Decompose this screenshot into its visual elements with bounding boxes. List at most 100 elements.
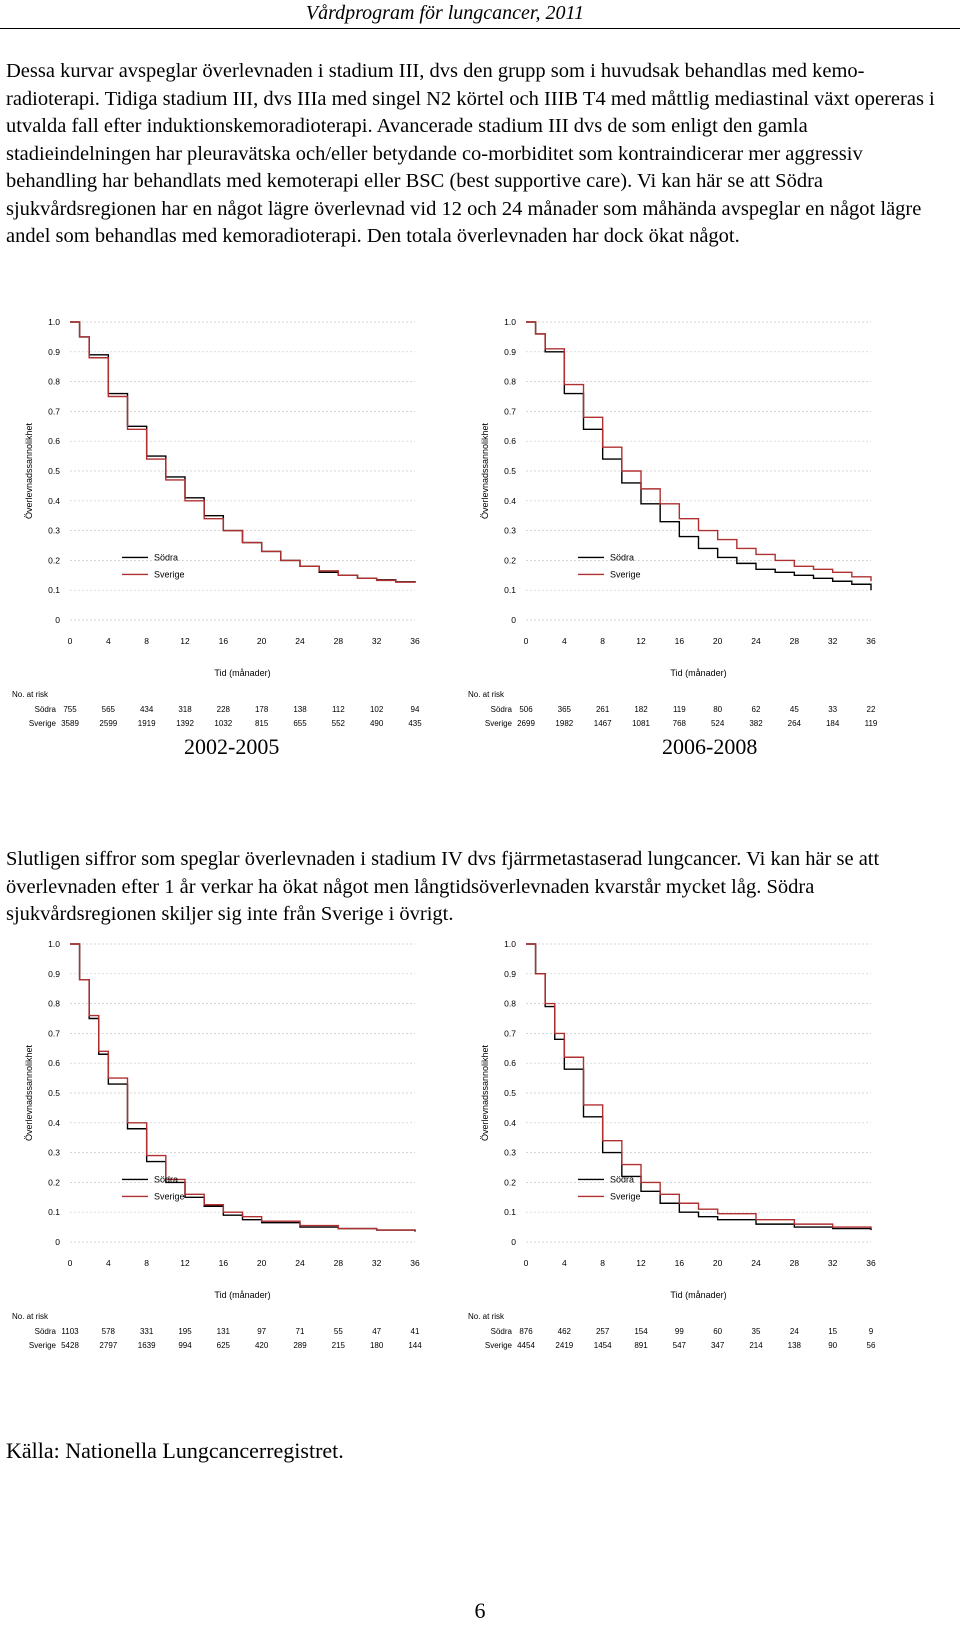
y-tick-label: 0.1: [48, 1207, 60, 1217]
series-line-sodra: [526, 321, 872, 591]
y-tick-label: 0.4: [504, 1118, 516, 1128]
y-tick-label: 0.7: [48, 1028, 60, 1038]
x-tick-label: 28: [790, 1258, 800, 1268]
header-title: Vårdprogram för lungcancer, 2011: [305, 2, 584, 24]
risk-table-title: No. at risk: [12, 690, 49, 699]
survival-chart-stage4-left: 0 0.1 0.2 0.3 0.4 0.5 0.6 0.7 0.8 0.9 1.0 0 4 8 12 16 20…: [10, 938, 450, 1368]
x-tick-label: 4: [106, 636, 111, 646]
risk-value: 382: [749, 719, 763, 728]
y-tick-label: 0.2: [504, 1177, 516, 1187]
risk-row-label: Sverige: [485, 1341, 513, 1350]
y-tick-label: 1.0: [48, 317, 60, 327]
x-tick-label: 24: [751, 636, 761, 646]
y-axis-label: Överlevnadssannolikhet: [480, 422, 490, 519]
y-tick-label: 1.0: [48, 939, 60, 949]
x-tick-label: 4: [562, 636, 567, 646]
series-line-sodra: [70, 943, 416, 1232]
x-tick-label: 20: [257, 1258, 267, 1268]
risk-value: 524: [711, 719, 725, 728]
risk-value: 434: [140, 705, 154, 714]
y-tick-label: 0.9: [504, 969, 516, 979]
x-tick-label: 32: [828, 636, 838, 646]
y-tick-label: 0.5: [504, 466, 516, 476]
risk-value: 655: [293, 719, 307, 728]
paragraph-stage-iii: Dessa kurvar avspeglar överlevnaden i st…: [6, 60, 935, 247]
y-tick-label: 0.6: [48, 1058, 60, 1068]
period-label-2006-2008: 2006-2008: [662, 734, 758, 759]
risk-value: 119: [865, 719, 878, 728]
risk-value: 420: [255, 1341, 269, 1350]
chart-svg: 0 0.1 0.2 0.3 0.4 0.5 0.6 0.7 0.8 0.9 1.0 0 4 8 12 16 20…: [468, 939, 876, 1350]
y-tick-label: 0.9: [48, 969, 60, 979]
risk-value: 15: [828, 1327, 837, 1336]
y-tick-label: 1.0: [504, 939, 516, 949]
x-tick-label: 16: [219, 636, 229, 646]
risk-value: 138: [293, 705, 307, 714]
risk-value: 1467: [594, 719, 612, 728]
risk-value: 506: [519, 705, 533, 714]
y-axis-label: Överlevnadssannolikhet: [24, 422, 34, 519]
x-tick-label: 12: [636, 1258, 646, 1268]
x-tick-label: 12: [180, 1258, 190, 1268]
x-tick-label: 24: [751, 1258, 761, 1268]
risk-value: 71: [296, 1327, 305, 1336]
risk-value: 102: [370, 705, 384, 714]
risk-value: 80: [713, 705, 722, 714]
risk-table-title: No. at risk: [468, 690, 505, 699]
x-tick-label: 24: [295, 1258, 305, 1268]
y-tick-label: 0.2: [48, 1177, 60, 1187]
y-tick-label: 0.4: [504, 496, 516, 506]
x-tick-label: 12: [636, 636, 646, 646]
x-tick-label: 28: [334, 1258, 344, 1268]
risk-value: 24: [790, 1327, 799, 1336]
risk-row-label: Södra: [491, 1327, 513, 1336]
series-line-sodra: [526, 943, 872, 1231]
y-tick-label: 0: [55, 615, 60, 625]
risk-row-label: Södra: [491, 705, 513, 714]
risk-value: 94: [411, 705, 420, 714]
risk-value: 90: [828, 1341, 837, 1350]
risk-value: 119: [673, 705, 686, 714]
legend-label: Södra: [154, 552, 178, 562]
legend-label: Sverige: [610, 569, 641, 579]
risk-value: 144: [408, 1341, 422, 1350]
risk-value: 347: [711, 1341, 725, 1350]
risk-value: 1032: [214, 719, 232, 728]
series-line-sverige: [526, 321, 872, 582]
risk-value: 180: [370, 1341, 384, 1350]
y-tick-label: 0: [55, 1237, 60, 1247]
risk-value: 99: [675, 1327, 684, 1336]
risk-row-label: Sverige: [29, 1341, 57, 1350]
survival-chart-stage4-right: 0 0.1 0.2 0.3 0.4 0.5 0.6 0.7 0.8 0.9 1.0 0 4 8 12 16 20…: [466, 938, 906, 1368]
risk-value: 184: [826, 719, 840, 728]
y-tick-label: 0.8: [504, 999, 516, 1009]
risk-value: 365: [558, 705, 572, 714]
risk-value: 1639: [138, 1341, 156, 1350]
y-axis-label: Överlevnadssannolikhet: [24, 1044, 34, 1141]
series-line-sodra: [70, 321, 416, 583]
x-tick-label: 32: [372, 636, 382, 646]
risk-value: 47: [372, 1327, 381, 1336]
y-tick-label: 0.6: [504, 436, 516, 446]
x-tick-label: 20: [257, 636, 267, 646]
page-number: 6: [474, 1598, 486, 1623]
risk-value: 1103: [61, 1327, 79, 1336]
risk-table-title: No. at risk: [468, 1312, 505, 1321]
chart-svg: 0 0.1 0.2 0.3 0.4 0.5 0.6 0.7 0.8 0.9 1.0 0 4 8 12 16 20…: [12, 317, 422, 728]
risk-value: 41: [411, 1327, 420, 1336]
risk-value: 154: [634, 1327, 648, 1336]
paragraph-stage-iv: Slutligen siffror som speglar överlevnad…: [6, 848, 880, 925]
risk-value: 55: [334, 1327, 343, 1336]
y-tick-label: 0.1: [48, 585, 60, 595]
x-tick-label: 8: [600, 1258, 605, 1268]
risk-value: 625: [217, 1341, 231, 1350]
legend-label: Södra: [154, 1174, 178, 1184]
risk-value: 331: [140, 1327, 154, 1336]
legend-label: Södra: [610, 552, 634, 562]
risk-value: 5428: [61, 1341, 79, 1350]
risk-value: 552: [332, 719, 346, 728]
x-tick-label: 0: [68, 1258, 73, 1268]
y-tick-label: 0.7: [48, 406, 60, 416]
risk-value: 182: [634, 705, 648, 714]
risk-value: 815: [255, 719, 269, 728]
